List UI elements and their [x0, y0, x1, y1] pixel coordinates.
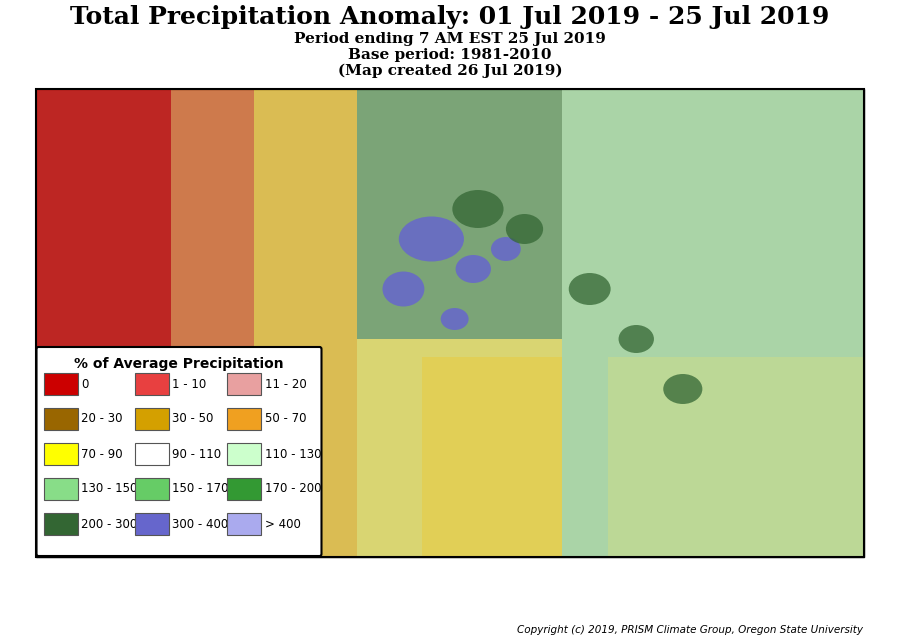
Ellipse shape	[455, 255, 491, 283]
Text: 70 - 90: 70 - 90	[81, 447, 122, 461]
Bar	[44, 443, 77, 465]
Ellipse shape	[399, 217, 464, 261]
Ellipse shape	[441, 308, 469, 330]
Text: 30 - 50: 30 - 50	[173, 413, 214, 426]
Bar	[608, 357, 864, 557]
Bar	[562, 89, 864, 557]
Text: 110 - 130: 110 - 130	[265, 447, 321, 461]
Bar	[44, 478, 77, 500]
Bar	[255, 89, 357, 557]
Text: 11 - 20: 11 - 20	[265, 378, 306, 390]
Text: Copyright (c) 2019, PRISM Climate Group, Oregon State University: Copyright (c) 2019, PRISM Climate Group,…	[517, 625, 862, 635]
Bar	[135, 373, 169, 395]
Ellipse shape	[663, 374, 702, 404]
Text: 50 - 70: 50 - 70	[265, 413, 306, 426]
Ellipse shape	[618, 325, 654, 353]
Text: > 400: > 400	[265, 518, 301, 530]
Bar	[228, 408, 261, 430]
Bar	[36, 89, 171, 557]
Bar	[44, 408, 77, 430]
Text: (Map created 26 Jul 2019): (Map created 26 Jul 2019)	[338, 64, 562, 78]
Bar	[228, 513, 261, 535]
Bar	[357, 89, 562, 339]
Text: 0: 0	[81, 378, 88, 390]
Text: 90 - 110: 90 - 110	[173, 447, 221, 461]
Bar	[228, 478, 261, 500]
Text: % of Average Precipitation: % of Average Precipitation	[74, 357, 284, 371]
Bar	[135, 513, 169, 535]
Bar	[171, 89, 255, 557]
Text: 300 - 400: 300 - 400	[173, 518, 229, 530]
Bar	[44, 373, 77, 395]
Bar	[357, 339, 562, 557]
Bar	[422, 357, 562, 557]
Ellipse shape	[506, 214, 543, 244]
Bar	[228, 373, 261, 395]
FancyBboxPatch shape	[37, 347, 321, 556]
Text: 170 - 200: 170 - 200	[265, 482, 321, 495]
Ellipse shape	[382, 272, 425, 307]
Bar	[135, 478, 169, 500]
Text: Total Precipitation Anomaly: 01 Jul 2019 - 25 Jul 2019: Total Precipitation Anomaly: 01 Jul 2019…	[70, 5, 830, 29]
Text: Base period: 1981-2010: Base period: 1981-2010	[348, 48, 552, 62]
Text: 1 - 10: 1 - 10	[173, 378, 207, 390]
Bar	[36, 89, 864, 557]
Ellipse shape	[491, 237, 521, 261]
Text: 20 - 30: 20 - 30	[81, 413, 122, 426]
Bar	[36, 89, 864, 557]
Bar	[135, 443, 169, 465]
Bar	[228, 443, 261, 465]
Text: 130 - 150: 130 - 150	[81, 482, 138, 495]
Ellipse shape	[453, 190, 503, 228]
Text: 150 - 170: 150 - 170	[173, 482, 229, 495]
Text: 200 - 300: 200 - 300	[81, 518, 138, 530]
Bar	[135, 408, 169, 430]
Ellipse shape	[569, 273, 610, 305]
Bar	[44, 513, 77, 535]
Text: Period ending 7 AM EST 25 Jul 2019: Period ending 7 AM EST 25 Jul 2019	[294, 32, 606, 46]
